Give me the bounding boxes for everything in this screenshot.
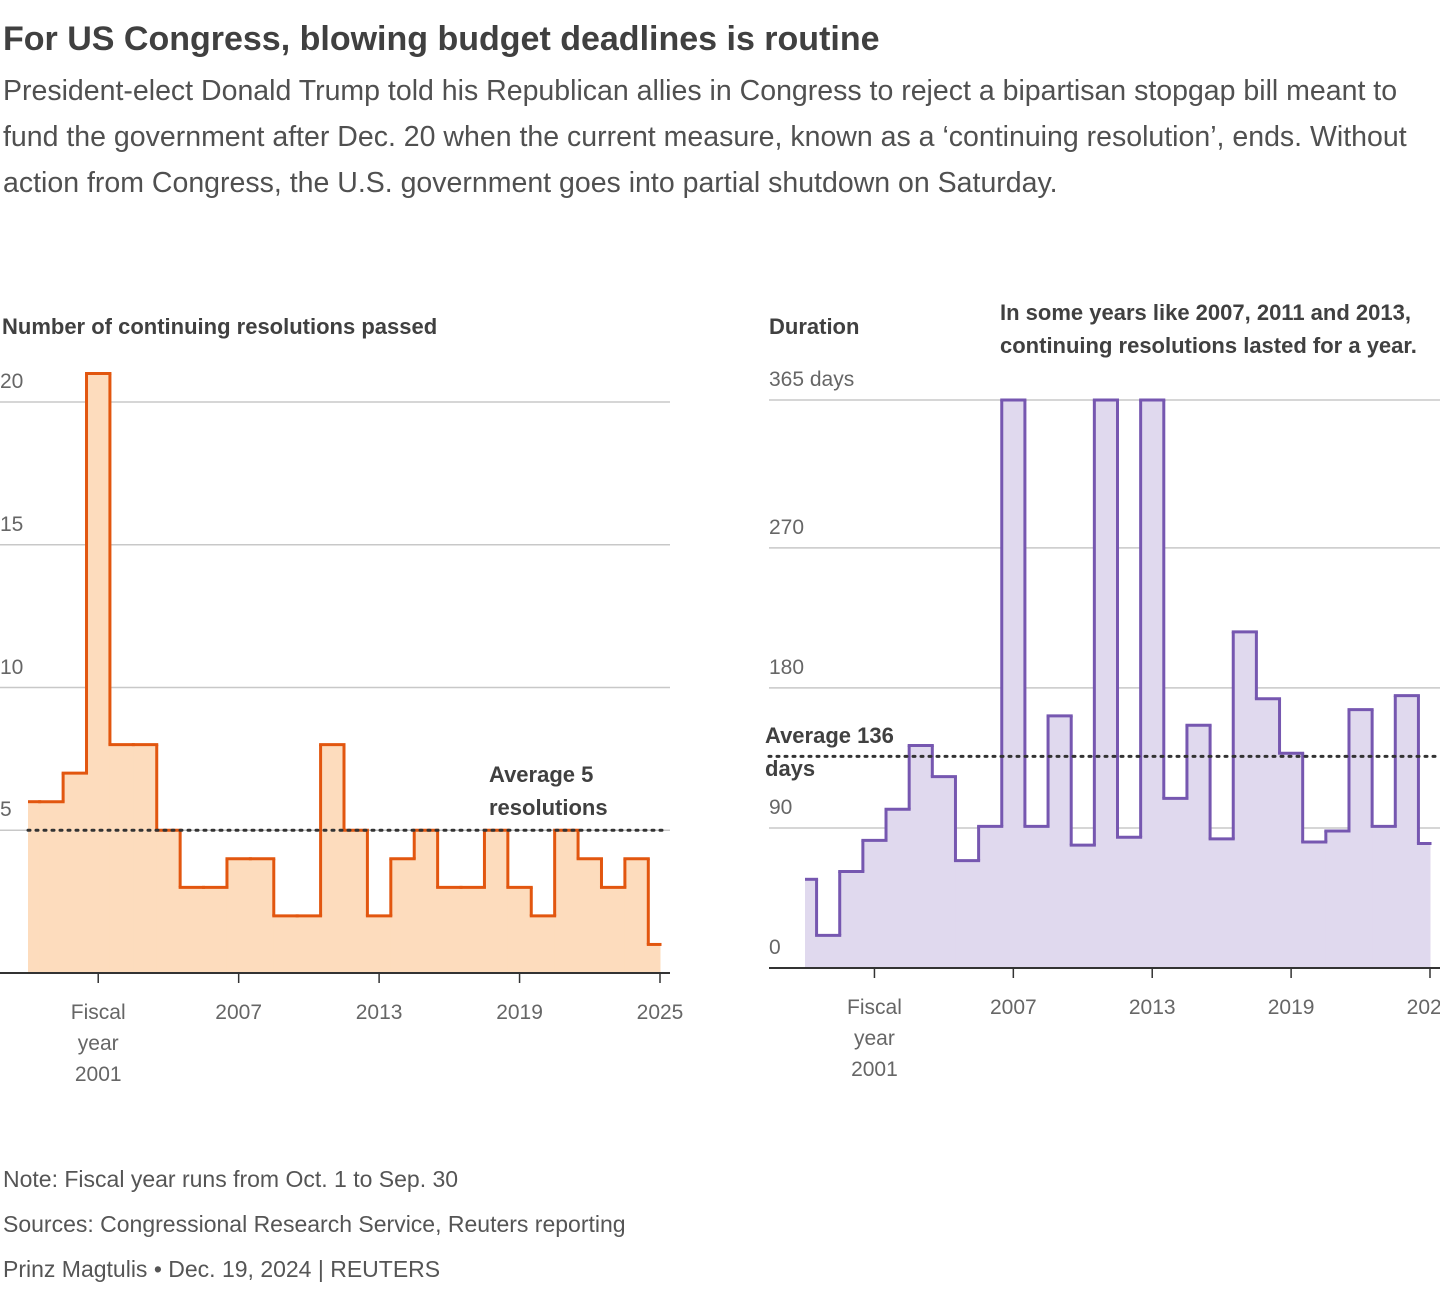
area-segment (109, 744, 134, 973)
x-tick-label: Fiscal year 2001 (70, 1001, 126, 1086)
area-segment (816, 935, 841, 968)
area-segment (461, 887, 485, 973)
area-segment (203, 887, 228, 973)
area-segment (1048, 715, 1072, 968)
area-segment (1256, 698, 1281, 968)
area-segment (86, 373, 111, 973)
average-label: Average 5 resolutions (489, 762, 608, 820)
area-segment (484, 830, 509, 973)
area-segment (531, 915, 556, 973)
area-segment (507, 887, 532, 973)
area-segment (39, 801, 64, 973)
sources: Sources: Congressional Research Service,… (3, 1211, 626, 1237)
area-segment (156, 830, 181, 973)
x-tick-label: 2025 (1406, 996, 1440, 1019)
area-segment (978, 826, 1003, 968)
area-segment (955, 860, 980, 968)
area-segment (250, 858, 275, 973)
area-segment (1372, 826, 1396, 968)
x-tick-label: 2025 (636, 1001, 684, 1024)
y-tick-label: 270 (769, 515, 805, 539)
y-tick-label: 20 (0, 370, 24, 393)
area-segment (554, 830, 579, 973)
area-segment (862, 840, 887, 968)
average-label: Average 136 days (765, 723, 894, 781)
area-segment (226, 858, 251, 973)
area-segment (1395, 695, 1419, 968)
byline: Prinz Magtulis • Dec. 19, 2024 | REUTERS (3, 1256, 441, 1282)
y-tick-label: 15 (0, 512, 24, 536)
area-segment (1163, 798, 1188, 968)
y-tick-label: 90 (769, 795, 793, 819)
area-segment (367, 915, 392, 973)
y-tick-label: 5 (0, 798, 12, 822)
area-segment (1071, 845, 1095, 968)
area-segment (1418, 843, 1431, 968)
area-segment (1325, 831, 1350, 968)
area-segment (63, 773, 88, 973)
area-segment (1186, 725, 1211, 968)
area-segment (1140, 400, 1165, 968)
area-segment (805, 879, 818, 968)
chart-heading: Number of continuing resolutions passed (2, 314, 438, 339)
area-segment (297, 915, 322, 973)
area-segment (414, 830, 439, 973)
area-segment (624, 858, 649, 973)
y-tick-label: 0 (769, 936, 781, 959)
area-segment (1024, 826, 1049, 968)
area-segment (578, 858, 602, 973)
area-segment (839, 871, 864, 968)
area-segment (344, 830, 368, 973)
area-segment (1210, 838, 1234, 968)
area-segment (437, 887, 462, 973)
y-tick-label: 365 days (769, 368, 855, 391)
area-segment (1094, 400, 1118, 968)
x-tick-label: 2019 (496, 1001, 543, 1024)
area-segment (180, 887, 205, 973)
x-tick-label: 2007 (989, 996, 1037, 1019)
area-segment (1279, 753, 1304, 968)
area-segment (601, 887, 626, 973)
x-tick-label: Fiscal year 2001 (847, 996, 902, 1081)
note: Note: Fiscal year runs from Oct. 1 to Se… (3, 1166, 459, 1192)
title: For US Congress, blowing budget deadline… (3, 20, 880, 58)
x-tick-label: 2007 (215, 1001, 263, 1024)
area-segment (1001, 400, 1026, 968)
area-segment (932, 776, 956, 968)
area-segment (1117, 837, 1142, 968)
area-segment (390, 858, 415, 973)
area-segment (1233, 631, 1257, 968)
y-tick-label: 10 (0, 655, 24, 679)
area-segment (133, 744, 158, 973)
area-segment (648, 944, 661, 973)
x-tick-label: 2013 (355, 1001, 403, 1024)
chart-heading: Duration (769, 314, 860, 339)
area-segment (320, 744, 345, 973)
area-segment (909, 745, 933, 968)
x-tick-label: 2019 (1267, 996, 1315, 1019)
area-segment (28, 801, 41, 973)
subtitle: President-elect Donald Trump told his Re… (3, 75, 1407, 199)
area-segment (886, 809, 910, 968)
annotation: In some years like 2007, 2011 and 2013, … (1000, 300, 1417, 358)
area-segment (273, 915, 298, 973)
y-tick-label: 180 (769, 655, 805, 679)
x-tick-label: 2013 (1128, 996, 1176, 1019)
area-segment (1302, 841, 1327, 968)
area-segment (1348, 709, 1373, 968)
